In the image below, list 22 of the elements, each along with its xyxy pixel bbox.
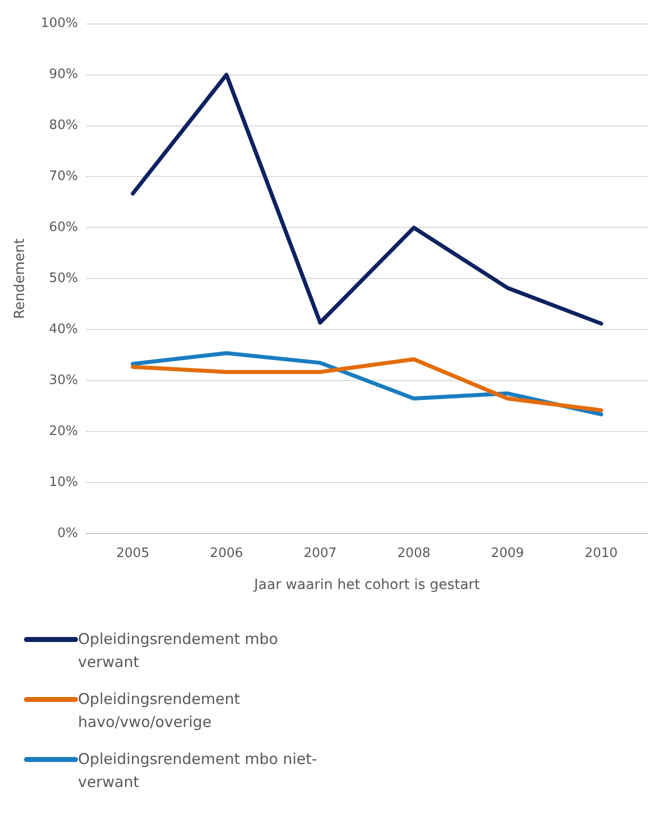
legend-label: Opleidingsrendement havo/vwo/overige (78, 689, 241, 733)
legend-label: Opleidingsrendement mbo verwant (78, 629, 280, 673)
x-tick-label: 2006 (210, 546, 244, 561)
y-tick-label: 90% (49, 67, 78, 82)
y-tick-label: 10% (49, 474, 78, 490)
x-tick-label: 2010 (584, 546, 618, 561)
y-tick-label: 80% (49, 118, 78, 134)
x-tick-label: 2005 (116, 546, 150, 561)
x-tick-label: 2009 (490, 546, 524, 561)
y-tick-label: 20% (49, 424, 78, 440)
y-tick-label: 60% (49, 220, 78, 236)
x-axis-title: Jaar waarin het cohort is gestart (253, 577, 480, 594)
y-tick-label: 50% (49, 271, 78, 286)
y-tick-label: 30% (49, 373, 78, 388)
y-tick-label: 0% (57, 526, 78, 541)
y-tick-label: 40% (49, 322, 78, 338)
y-tick-label: 100% (40, 16, 78, 32)
y-tick-label: 70% (49, 169, 78, 184)
legend-label: Opleidingsrendement mbo niet-verwant (78, 749, 318, 793)
x-tick-label: 2007 (304, 546, 337, 561)
y-axis-title: Rendement (12, 238, 28, 320)
x-tick-label: 2008 (397, 546, 430, 561)
